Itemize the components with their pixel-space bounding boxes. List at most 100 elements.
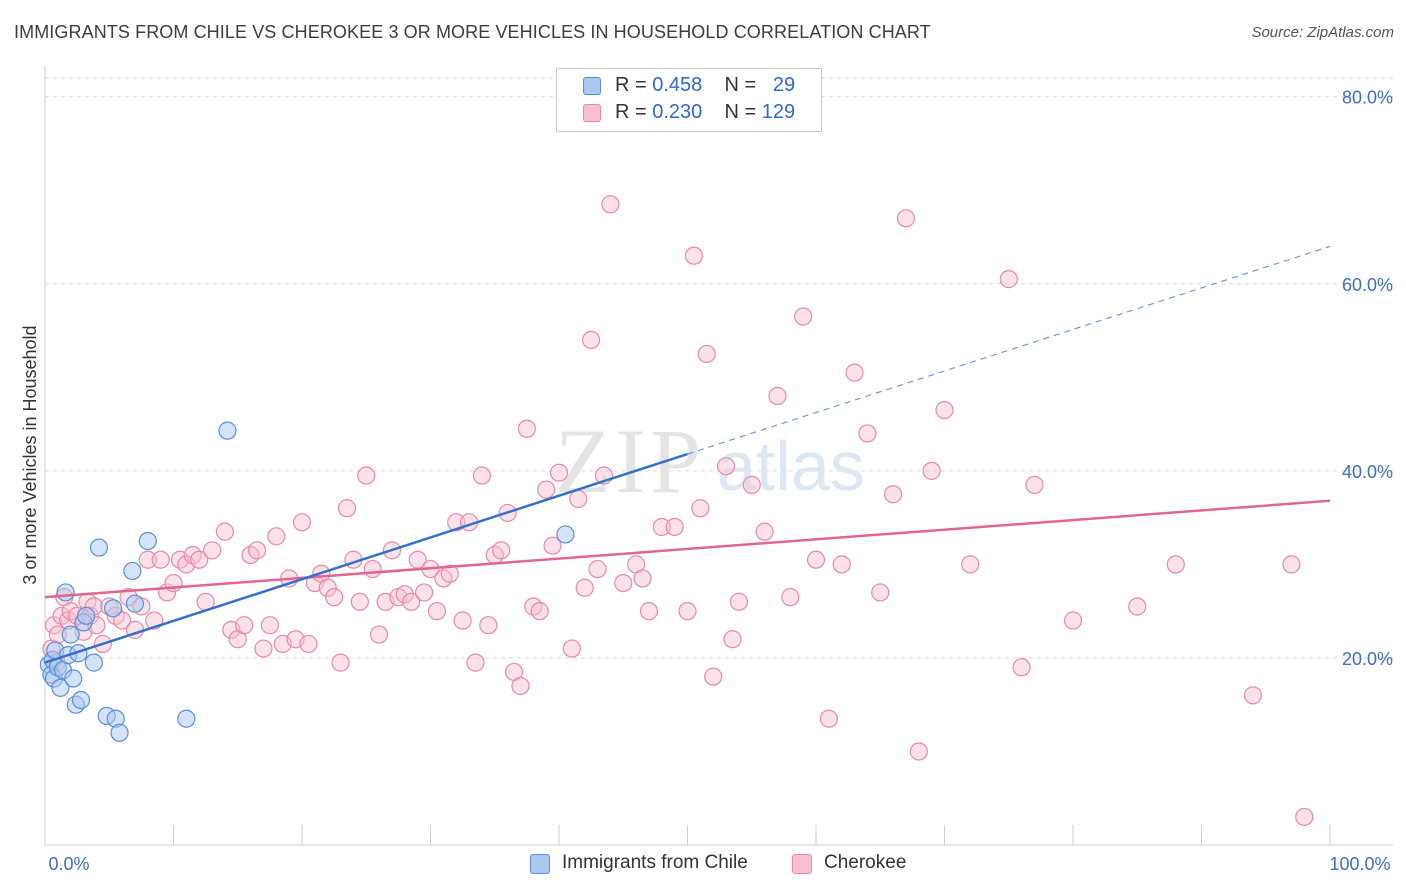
cherokee-point — [402, 592, 421, 611]
chile-point — [110, 723, 129, 742]
watermark-zip: ZIP — [555, 410, 705, 512]
cherokee-point — [665, 517, 684, 537]
bottom-legend-cherokee-label: Cherokee — [824, 852, 907, 873]
cherokee-point — [190, 550, 209, 569]
cherokee-point — [781, 588, 800, 607]
chile-point — [51, 678, 70, 697]
cherokee-point — [819, 709, 838, 728]
cherokee-point — [479, 616, 498, 635]
legend-n-label: N = — [724, 101, 757, 123]
y-axis-title: 3 or more Vehicles in Household — [20, 325, 40, 584]
cherokee-point — [582, 330, 601, 350]
chile-trend-line — [44, 452, 688, 664]
legend-n-value-chile: 29 — [772, 74, 796, 96]
cherokee-trend-line — [44, 499, 1331, 599]
cherokee-point — [472, 466, 491, 485]
cherokee-point — [325, 588, 344, 607]
cherokee-point — [511, 676, 530, 696]
cherokee-point — [755, 522, 774, 541]
cherokee-point — [247, 541, 267, 560]
cherokee-point — [530, 602, 549, 621]
grid-layer — [45, 77, 1393, 659]
cherokee-point — [151, 550, 170, 569]
cherokee-point — [652, 517, 671, 537]
legend-n-label: N = — [724, 74, 757, 96]
cherokee-point — [350, 592, 369, 611]
cherokee-point — [562, 639, 581, 658]
cherokee-point — [440, 564, 459, 583]
cherokee-point — [883, 485, 903, 504]
cherokee-point — [633, 569, 652, 588]
chile-point — [218, 421, 237, 440]
y-tick-label: 20.0% — [1342, 649, 1393, 669]
bottom-legend-chile-swatch — [530, 854, 550, 874]
cherokee-point — [935, 400, 954, 420]
bottom-legend-chile-label: Immigrants from Chile — [562, 852, 748, 873]
chile-point — [56, 583, 75, 602]
cherokee-point — [896, 209, 916, 228]
cherokee-point — [299, 634, 318, 653]
cherokee-point — [961, 555, 980, 574]
cherokee-point — [414, 583, 434, 602]
cherokee-point — [363, 559, 382, 579]
chile-trend-extension — [687, 245, 1331, 455]
chile-point — [64, 669, 83, 688]
cherokee-point — [575, 578, 594, 597]
cherokee-point — [260, 616, 279, 635]
cherokee-point — [697, 344, 716, 364]
cherokee-point — [1063, 611, 1083, 630]
legend-r-label: R = — [615, 74, 647, 96]
chile-points — [39, 421, 575, 742]
cherokee-point — [1295, 807, 1314, 827]
chile-point — [61, 625, 80, 644]
cherokee-point — [466, 653, 485, 672]
stats-legend: R = 0.458 N = 29 R = 0.230 N = 129 — [556, 68, 822, 132]
y-tick-label: 60.0% — [1342, 275, 1393, 295]
cherokee-point — [543, 536, 562, 555]
cherokee-point — [569, 489, 588, 509]
y-tick-label: 40.0% — [1342, 462, 1393, 482]
cherokee-point — [806, 550, 826, 569]
bottom-legend-cherokee-swatch — [792, 854, 812, 874]
cherokee-point — [871, 583, 890, 602]
cherokee-point — [922, 461, 941, 480]
chile-point — [125, 594, 145, 613]
chile-point — [71, 690, 91, 710]
cherokee-point — [723, 630, 742, 649]
cherokee-point — [331, 653, 350, 672]
cherokee-point — [138, 550, 157, 569]
cherokee-point — [235, 616, 254, 635]
cherokee-point — [215, 522, 234, 541]
chile-point — [123, 561, 142, 581]
cherokee-point — [1243, 686, 1263, 705]
cherokee-point — [1012, 658, 1031, 677]
cherokee-point — [716, 457, 736, 476]
legend-r-label: R = — [615, 101, 647, 123]
cherokee-point — [370, 625, 389, 644]
cherokee-point — [537, 480, 556, 499]
cherokee-point — [254, 639, 273, 658]
watermark-atlas: atlas — [717, 427, 865, 505]
cherokee-point — [549, 463, 569, 482]
cherokee-point — [639, 602, 659, 621]
legend-n-value-cherokee: 129 — [761, 101, 796, 123]
axis-layer — [44, 66, 1393, 846]
cherokee-point — [684, 246, 704, 265]
cherokee-point — [1282, 555, 1301, 574]
cherokee-point — [1025, 475, 1044, 494]
cherokee-point — [453, 611, 472, 630]
chile-point — [177, 709, 196, 728]
cherokee-point — [517, 419, 536, 438]
source-label: Source: ZipAtlas.com — [1251, 24, 1394, 41]
cherokee-swatch — [583, 104, 601, 122]
chile-point — [89, 538, 109, 557]
cherokee-point — [768, 386, 787, 406]
chile-swatch — [583, 77, 601, 95]
cherokee-point — [44, 616, 64, 635]
cherokee-point — [202, 541, 222, 560]
cherokee-point — [588, 559, 607, 579]
cherokee-point — [292, 513, 312, 532]
cherokee-point — [704, 667, 723, 686]
cherokee-point — [691, 499, 710, 518]
cherokee-point — [395, 585, 414, 604]
